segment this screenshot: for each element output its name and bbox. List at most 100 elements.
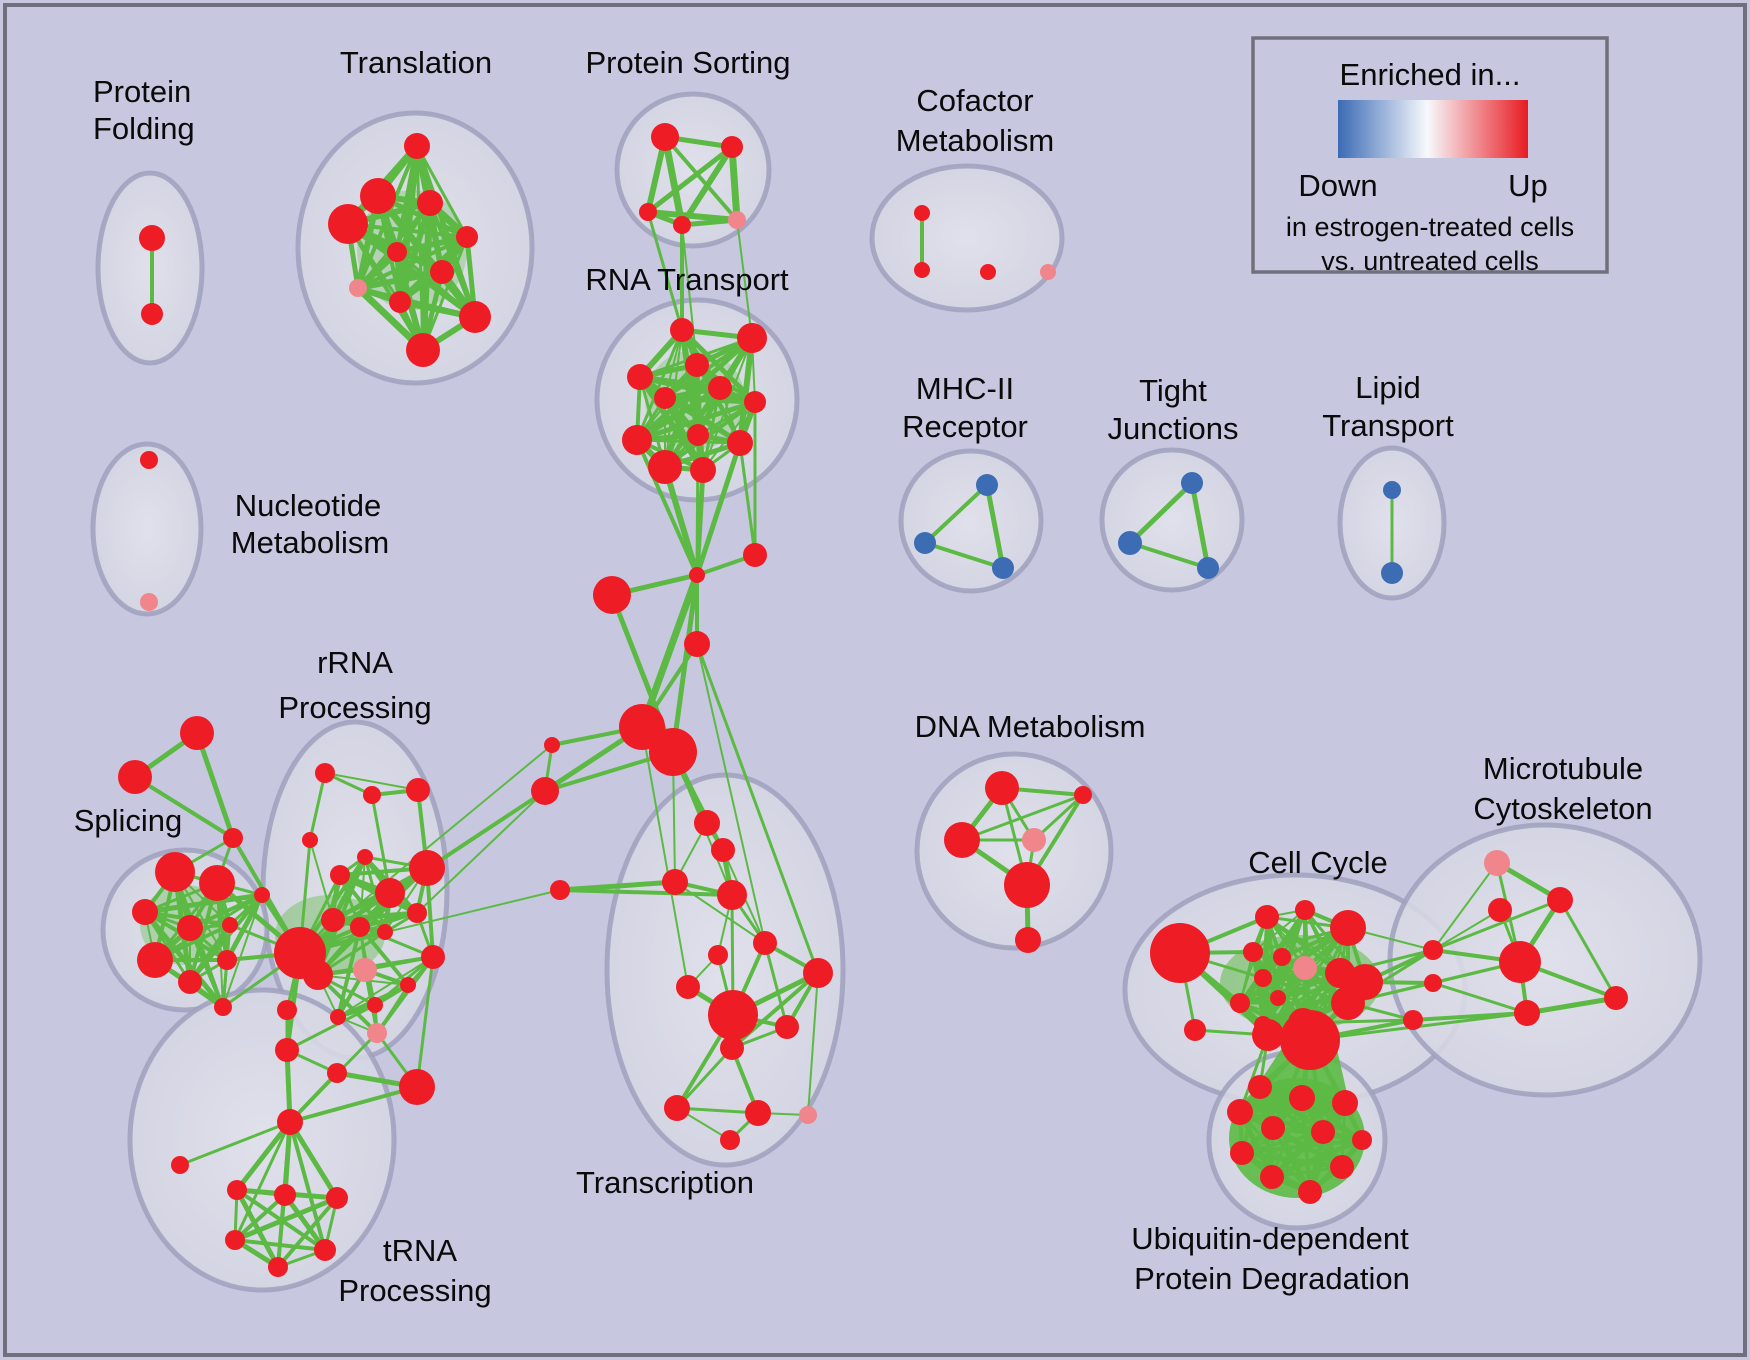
gene-set-node[interactable] bbox=[1227, 1099, 1253, 1125]
gene-set-node[interactable] bbox=[1255, 905, 1279, 929]
gene-set-node[interactable] bbox=[992, 557, 1014, 579]
gene-set-node[interactable] bbox=[1311, 1120, 1335, 1144]
gene-set-node[interactable] bbox=[407, 903, 427, 923]
gene-set-node[interactable] bbox=[227, 1180, 247, 1200]
gene-set-node[interactable] bbox=[141, 303, 163, 325]
gene-set-node[interactable] bbox=[140, 593, 158, 611]
gene-set-node[interactable] bbox=[1330, 1155, 1354, 1179]
gene-set-node[interactable] bbox=[217, 950, 237, 970]
gene-set-node[interactable] bbox=[1181, 472, 1203, 494]
gene-set-node[interactable] bbox=[132, 899, 158, 925]
gene-set-node[interactable] bbox=[1074, 786, 1092, 804]
gene-set-node[interactable] bbox=[708, 945, 728, 965]
gene-set-node[interactable] bbox=[654, 387, 676, 409]
gene-set-node[interactable] bbox=[1150, 923, 1210, 983]
gene-set-node[interactable] bbox=[277, 1109, 303, 1135]
gene-set-node[interactable] bbox=[1248, 1075, 1272, 1099]
gene-set-node[interactable] bbox=[277, 1000, 297, 1020]
gene-set-node[interactable] bbox=[944, 822, 980, 858]
gene-set-node[interactable] bbox=[914, 532, 936, 554]
gene-set-node[interactable] bbox=[775, 1015, 799, 1039]
gene-set-node[interactable] bbox=[399, 1069, 435, 1105]
gene-set-node[interactable] bbox=[676, 975, 700, 999]
gene-set-node[interactable] bbox=[711, 838, 735, 862]
gene-set-node[interactable] bbox=[180, 716, 214, 750]
gene-set-node[interactable] bbox=[327, 1063, 347, 1083]
gene-set-node[interactable] bbox=[544, 737, 560, 753]
gene-set-node[interactable] bbox=[417, 190, 443, 216]
gene-set-node[interactable] bbox=[639, 203, 657, 221]
gene-set-node[interactable] bbox=[178, 970, 202, 994]
gene-set-node[interactable] bbox=[1331, 986, 1365, 1020]
gene-set-node[interactable] bbox=[1352, 1130, 1372, 1150]
gene-set-node[interactable] bbox=[1254, 969, 1272, 987]
gene-set-node[interactable] bbox=[155, 852, 195, 892]
gene-set-node[interactable] bbox=[363, 786, 381, 804]
gene-set-node[interactable] bbox=[330, 865, 350, 885]
gene-set-node[interactable] bbox=[321, 908, 345, 932]
gene-set-node[interactable] bbox=[1230, 993, 1250, 1013]
gene-set-node[interactable] bbox=[685, 353, 709, 377]
gene-set-node[interactable] bbox=[914, 205, 930, 221]
gene-set-node[interactable] bbox=[328, 204, 368, 244]
gene-set-node[interactable] bbox=[737, 323, 767, 353]
gene-set-node[interactable] bbox=[1230, 1141, 1254, 1165]
gene-set-node[interactable] bbox=[1184, 1019, 1206, 1041]
gene-set-node[interactable] bbox=[690, 457, 716, 483]
gene-set-node[interactable] bbox=[1004, 862, 1050, 908]
gene-set-node[interactable] bbox=[1381, 562, 1403, 584]
gene-set-node[interactable] bbox=[670, 318, 694, 342]
gene-set-node[interactable] bbox=[976, 474, 998, 496]
gene-set-node[interactable] bbox=[430, 260, 454, 284]
gene-set-node[interactable] bbox=[137, 942, 173, 978]
gene-set-node[interactable] bbox=[753, 931, 777, 955]
gene-set-node[interactable] bbox=[1383, 481, 1401, 499]
gene-set-node[interactable] bbox=[406, 778, 430, 802]
gene-set-node[interactable] bbox=[1261, 1116, 1285, 1140]
gene-set-node[interactable] bbox=[1270, 990, 1286, 1006]
gene-set-node[interactable] bbox=[389, 291, 411, 313]
gene-set-node[interactable] bbox=[743, 543, 767, 567]
gene-set-node[interactable] bbox=[708, 376, 732, 400]
gene-set-node[interactable] bbox=[1424, 974, 1442, 992]
gene-set-node[interactable] bbox=[1243, 942, 1263, 962]
gene-set-node[interactable] bbox=[118, 760, 152, 794]
gene-set-node[interactable] bbox=[254, 887, 270, 903]
gene-set-node[interactable] bbox=[980, 264, 996, 280]
gene-set-node[interactable] bbox=[1273, 948, 1291, 966]
gene-set-node[interactable] bbox=[177, 915, 203, 941]
gene-set-node[interactable] bbox=[684, 631, 710, 657]
gene-set-node[interactable] bbox=[357, 849, 373, 865]
gene-set-node[interactable] bbox=[1514, 1000, 1540, 1026]
gene-set-node[interactable] bbox=[622, 425, 652, 455]
gene-set-node[interactable] bbox=[303, 960, 333, 990]
gene-set-node[interactable] bbox=[302, 832, 318, 848]
gene-set-node[interactable] bbox=[1040, 264, 1056, 280]
gene-set-node[interactable] bbox=[744, 391, 766, 413]
gene-set-node[interactable] bbox=[456, 226, 478, 248]
gene-set-node[interactable] bbox=[387, 242, 407, 262]
gene-set-node[interactable] bbox=[1330, 910, 1366, 946]
gene-set-node[interactable] bbox=[727, 430, 753, 456]
gene-set-node[interactable] bbox=[406, 333, 440, 367]
gene-set-node[interactable] bbox=[1280, 1010, 1340, 1070]
gene-set-node[interactable] bbox=[274, 1184, 296, 1206]
gene-set-node[interactable] bbox=[1403, 1010, 1423, 1030]
gene-set-node[interactable] bbox=[1260, 1165, 1284, 1189]
gene-set-node[interactable] bbox=[717, 880, 747, 910]
gene-set-node[interactable] bbox=[330, 1009, 346, 1025]
gene-set-node[interactable] bbox=[673, 216, 691, 234]
gene-set-node[interactable] bbox=[708, 990, 758, 1040]
gene-set-node[interactable] bbox=[367, 997, 383, 1013]
gene-set-node[interactable] bbox=[1604, 986, 1628, 1010]
gene-set-node[interactable] bbox=[375, 878, 405, 908]
gene-set-node[interactable] bbox=[648, 450, 682, 484]
gene-set-node[interactable] bbox=[214, 998, 232, 1016]
gene-set-node[interactable] bbox=[745, 1100, 771, 1126]
gene-set-node[interactable] bbox=[139, 225, 165, 251]
gene-set-node[interactable] bbox=[985, 771, 1019, 805]
gene-set-node[interactable] bbox=[664, 1095, 690, 1121]
gene-set-node[interactable] bbox=[1423, 940, 1443, 960]
gene-set-node[interactable] bbox=[1015, 927, 1041, 953]
gene-set-node[interactable] bbox=[404, 133, 430, 159]
